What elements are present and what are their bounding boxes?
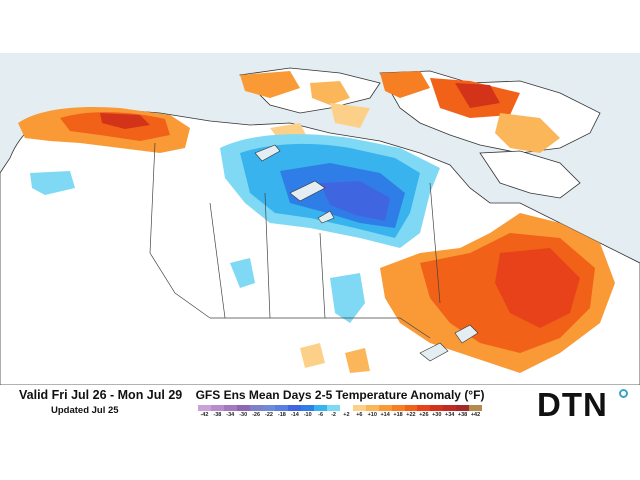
- scale-tick-label: +26: [419, 412, 429, 418]
- cold-anomaly-canada: [30, 134, 440, 323]
- scale-tick-label: -38: [213, 412, 222, 418]
- color-swatch: [430, 405, 444, 411]
- color-swatch: [301, 405, 315, 411]
- color-swatch: [314, 405, 328, 411]
- scale-tick-label: -2: [331, 412, 336, 418]
- scale-tick-label: +34: [445, 412, 455, 418]
- scale-tick-label: -30: [239, 412, 248, 418]
- scale-tick-label: -14: [290, 412, 299, 418]
- scale-tick-label: +2: [343, 412, 350, 418]
- logo-dot-icon: [619, 389, 628, 398]
- color-swatch: [223, 405, 237, 411]
- scale-tick-label: +18: [393, 412, 403, 418]
- color-swatch: [198, 405, 211, 411]
- color-scale-ticks: -42 -38 -34 -30 -26 -22 -18 -14 -10 -6 -2 +2 +6 +10 +1…: [198, 412, 482, 422]
- dtn-logo: DTN: [537, 385, 632, 425]
- scale-tick-label: -18: [277, 412, 286, 418]
- scale-tick-label: +22: [406, 412, 416, 418]
- color-swatch: [288, 405, 302, 411]
- updated-date: Updated Jul 25: [51, 405, 119, 416]
- map-canvas: [0, 67, 640, 385]
- scale-tick-label: -42: [200, 412, 209, 418]
- scale-tick-label: +42: [470, 412, 481, 418]
- color-swatch: [275, 405, 289, 411]
- color-swatch: [469, 405, 482, 411]
- color-swatch: [327, 405, 340, 411]
- scale-tick-label: +38: [457, 412, 468, 418]
- scale-tick-label: -26: [252, 412, 261, 418]
- scale-tick-label: -22: [265, 412, 273, 418]
- scale-tick-label: +30: [432, 412, 442, 418]
- color-swatch: [352, 405, 366, 411]
- color-swatch: [210, 405, 224, 411]
- color-swatch: [339, 405, 353, 411]
- color-swatch: [391, 405, 405, 411]
- color-swatch: [417, 405, 431, 411]
- scale-tick-label: -10: [303, 412, 312, 418]
- color-swatch: [365, 405, 379, 411]
- color-swatch: [456, 405, 470, 411]
- color-swatch: [378, 405, 392, 411]
- borders: [149, 142, 441, 339]
- scale-tick-label: +14: [380, 412, 390, 418]
- scale-tick-label: -34: [226, 412, 235, 418]
- color-scale-bar: [198, 405, 482, 411]
- scale-tick-label: +10: [367, 412, 377, 418]
- color-swatch: [249, 405, 263, 411]
- map-title: GFS Ens Mean Days 2-5 Temperature Anomal…: [195, 388, 485, 402]
- color-swatch: [443, 405, 457, 411]
- scale-tick-label: -6: [318, 412, 324, 418]
- warm-anomaly-alaska: [18, 106, 190, 153]
- footer: Valid Fri Jul 26 - Mon Jul 29 Updated Ju…: [0, 385, 640, 425]
- temperature-anomaly-map: [0, 53, 640, 385]
- valid-date-range: Valid Fri Jul 26 - Mon Jul 29: [19, 388, 183, 402]
- scale-tick-label: +6: [356, 412, 363, 418]
- logo-text: DTN: [537, 386, 608, 423]
- lakes: [254, 144, 479, 362]
- color-swatch: [236, 405, 250, 411]
- color-swatch: [262, 405, 276, 411]
- warm-anomaly-east: [300, 213, 615, 373]
- color-swatch: [404, 405, 418, 411]
